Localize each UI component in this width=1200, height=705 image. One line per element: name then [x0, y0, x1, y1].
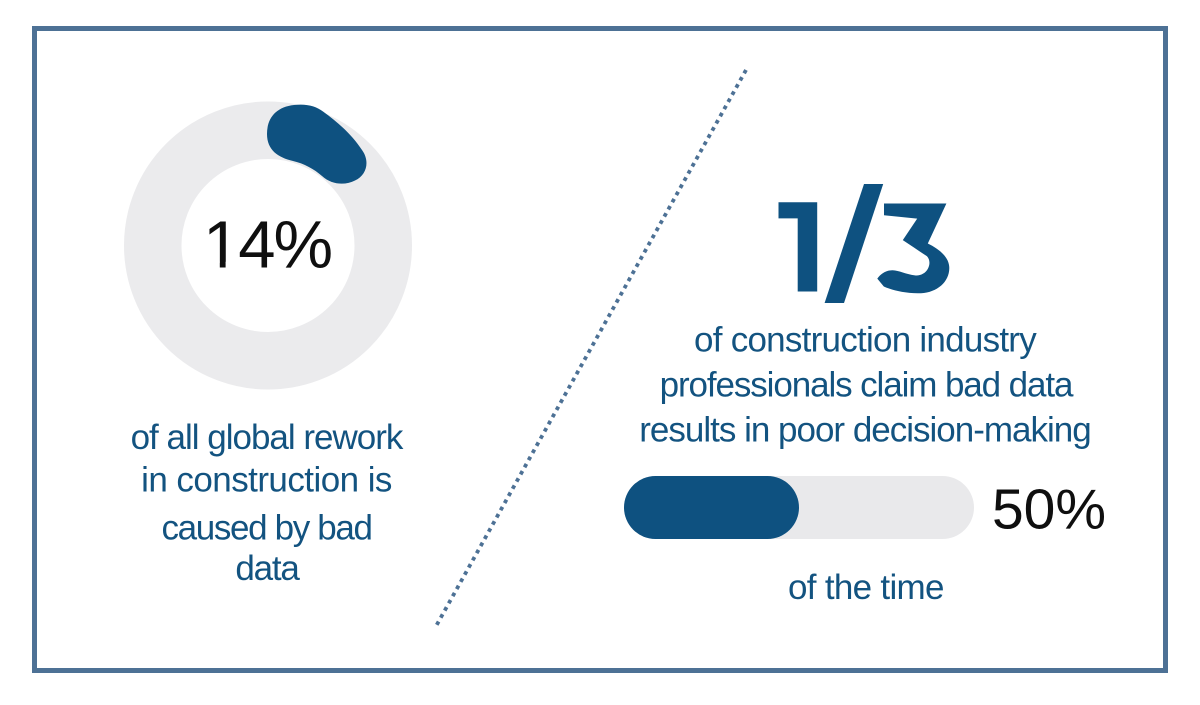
- svg-text:of all global rework: of all global rework: [131, 418, 404, 457]
- svg-text:50%: 50%: [992, 478, 1106, 542]
- svg-text:data: data: [235, 549, 300, 588]
- svg-text:in construction is: in construction is: [141, 460, 392, 499]
- svg-text:of the time: of the time: [788, 568, 944, 607]
- svg-text:caused by bad: caused by bad: [161, 508, 371, 547]
- svg-text:professionals claim bad data: professionals claim bad data: [660, 366, 1074, 405]
- svg-text:14%: 14%: [203, 208, 332, 283]
- svg-text:of construction industry: of construction industry: [694, 321, 1037, 360]
- svg-text:results in poor decision-makin: results in poor decision-making: [639, 411, 1090, 450]
